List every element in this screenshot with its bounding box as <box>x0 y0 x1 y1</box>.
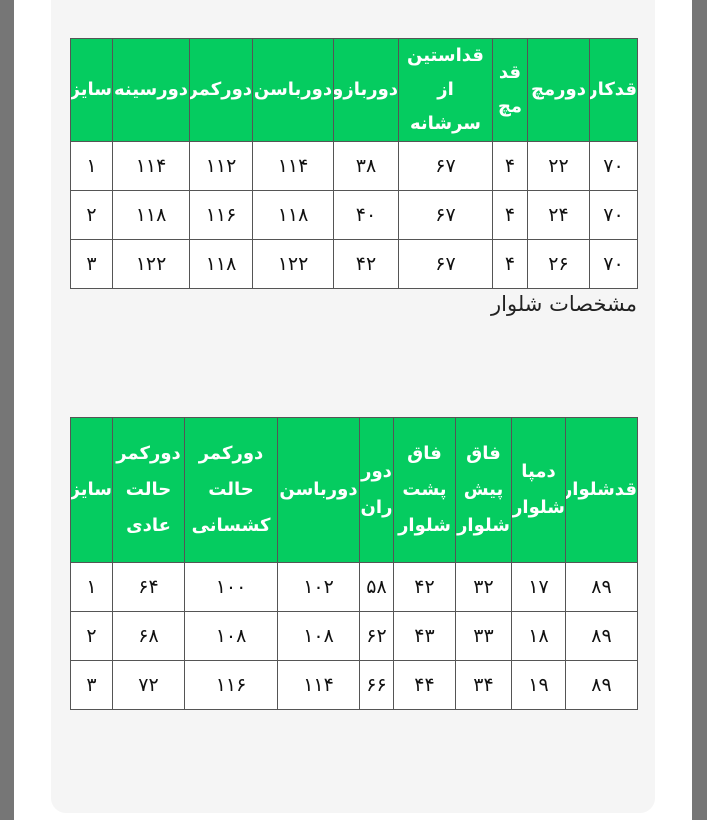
table-cell: ۶۷ <box>398 141 493 191</box>
column-header: دور ران <box>359 417 394 563</box>
table-cell: ۷۰ <box>589 190 638 240</box>
table-cell: ۳۲ <box>455 562 512 612</box>
column-header: فاق پیش شلوار <box>455 417 512 563</box>
pants-size-table: قدشلوار دمپا شلوار فاق پیش شلوار فاق پشت شل… <box>70 417 638 710</box>
table-cell: ۱۱۶ <box>184 660 278 710</box>
column-header: دورکمر <box>189 38 253 142</box>
table-cell: ۱۱۶ <box>189 190 253 240</box>
table-cell: ۱۱۲ <box>189 141 253 191</box>
left-edge <box>0 0 14 820</box>
table-cell: ۱ <box>70 141 113 191</box>
header-row: قدشلوار دمپا شلوار فاق پیش شلوار فاق پشت شل… <box>70 417 638 563</box>
right-edge <box>692 0 707 820</box>
table-cell: ۲ <box>70 190 113 240</box>
table-cell: ۱۸ <box>511 611 566 661</box>
table-row: ۷۰ ۲۲ ۴ ۶۷ ۳۸ ۱۱۴ ۱۱۲ ۱۱۴ ۱ <box>70 141 638 191</box>
column-header: قد مچ <box>492 38 528 142</box>
table-cell: ۵۸ <box>359 562 394 612</box>
table-cell: ۳۴ <box>455 660 512 710</box>
table-cell: ۱۹ <box>511 660 566 710</box>
table-cell: ۱۱۴ <box>277 660 360 710</box>
column-header: دمپا شلوار <box>511 417 566 563</box>
table-cell: ۲۶ <box>527 239 590 289</box>
table-cell: ۶۲ <box>359 611 394 661</box>
table-cell: ۸۹ <box>565 611 638 661</box>
column-header: دورباسن <box>252 38 334 142</box>
table-cell: ۱۱۸ <box>189 239 253 289</box>
table-cell: ۱۰۸ <box>184 611 278 661</box>
table-cell: ۳۳ <box>455 611 512 661</box>
table-cell: ۱۲۲ <box>112 239 190 289</box>
table-cell: ۸۹ <box>565 562 638 612</box>
table-cell: ۶۷ <box>398 190 493 240</box>
table-cell: ۱۰۰ <box>184 562 278 612</box>
table-cell: ۱۱۴ <box>112 141 190 191</box>
header-row: قدکار دورمچ قد مچ قداستین از سرشانه دوربازو د… <box>70 38 638 142</box>
column-header: دورمچ <box>527 38 590 142</box>
table-cell: ۷۰ <box>589 141 638 191</box>
column-header: فاق پشت شلوار <box>393 417 456 563</box>
table-cell: ۷۰ <box>589 239 638 289</box>
table-cell: ۴۰ <box>333 190 399 240</box>
table-cell: ۴۳ <box>393 611 456 661</box>
table-cell: ۴ <box>492 190 528 240</box>
column-header: سایز <box>70 417 113 563</box>
table-cell: ۷۲ <box>112 660 185 710</box>
table-cell: ۱۰۸ <box>277 611 360 661</box>
table-cell: ۴۴ <box>393 660 456 710</box>
table-cell: ۱ <box>70 562 113 612</box>
table-cell: ۱۱۸ <box>112 190 190 240</box>
column-header: دورکمر حالت عادی <box>112 417 185 563</box>
table-cell: ۶۴ <box>112 562 185 612</box>
table-cell: ۴ <box>492 141 528 191</box>
table-cell: ۱۷ <box>511 562 566 612</box>
table-row: ۷۰ ۲۴ ۴ ۶۷ ۴۰ ۱۱۸ ۱۱۶ ۱۱۸ ۲ <box>70 190 638 240</box>
shirt-size-table: قدکار دورمچ قد مچ قداستین از سرشانه دوربازو د… <box>70 38 638 289</box>
table-cell: ۶۸ <box>112 611 185 661</box>
table-row: ۸۹ ۱۹ ۳۴ ۴۴ ۶۶ ۱۱۴ ۱۱۶ ۷۲ ۳ <box>70 660 638 710</box>
column-header: دورباسن <box>277 417 360 563</box>
table-row: ۸۹ ۱۷ ۳۲ ۴۲ ۵۸ ۱۰۲ ۱۰۰ ۶۴ ۱ <box>70 562 638 612</box>
table-cell: ۶۷ <box>398 239 493 289</box>
column-header: قدکار <box>589 38 638 142</box>
table-cell: ۱۰۲ <box>277 562 360 612</box>
table-cell: ۳ <box>70 239 113 289</box>
table-cell: ۱۱۴ <box>252 141 334 191</box>
column-header: دورکمر حالت کشسانی <box>184 417 278 563</box>
column-header: قداستین از سرشانه <box>398 38 493 142</box>
table-cell: ۲۴ <box>527 190 590 240</box>
table-cell: ۶۶ <box>359 660 394 710</box>
column-header: قدشلوار <box>565 417 638 563</box>
table-cell: ۴ <box>492 239 528 289</box>
table-row: ۸۹ ۱۸ ۳۳ ۴۳ ۶۲ ۱۰۸ ۱۰۸ ۶۸ ۲ <box>70 611 638 661</box>
table-cell: ۱۱۸ <box>252 190 334 240</box>
table-cell: ۸۹ <box>565 660 638 710</box>
pants-section-title: مشخصات شلوار <box>491 292 637 316</box>
table-cell: ۳۸ <box>333 141 399 191</box>
column-header: دورسینه <box>112 38 190 142</box>
table-cell: ۳ <box>70 660 113 710</box>
table-row: ۷۰ ۲۶ ۴ ۶۷ ۴۲ ۱۲۲ ۱۱۸ ۱۲۲ ۳ <box>70 239 638 289</box>
table-cell: ۲ <box>70 611 113 661</box>
table-cell: ۲۲ <box>527 141 590 191</box>
column-header: دوربازو <box>333 38 399 142</box>
column-header: سایز <box>70 38 113 142</box>
table-cell: ۱۲۲ <box>252 239 334 289</box>
table-cell: ۴۲ <box>333 239 399 289</box>
table-cell: ۴۲ <box>393 562 456 612</box>
